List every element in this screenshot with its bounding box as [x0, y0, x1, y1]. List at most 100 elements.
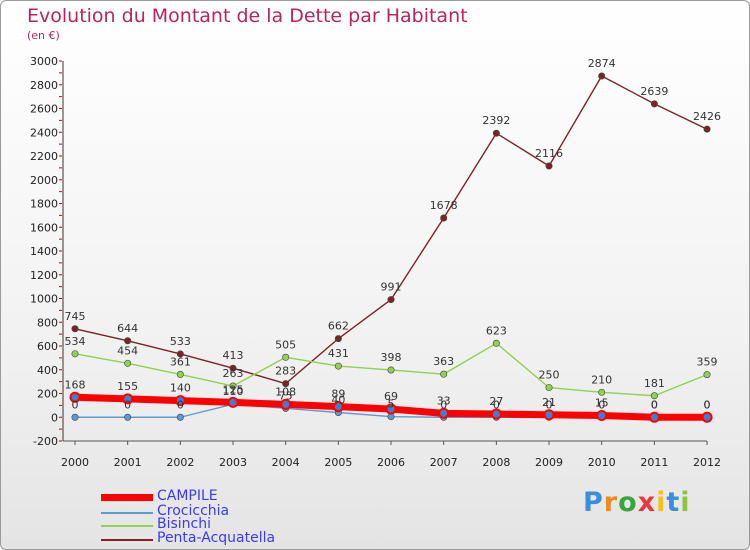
data-point-penta-acquatella — [176, 350, 184, 358]
y-tick-label: 2000 — [30, 174, 58, 187]
data-label-crocicchia: 0 — [546, 398, 553, 411]
data-point-campile — [648, 411, 660, 423]
x-tick-label: 2003 — [219, 456, 247, 469]
data-point-campile — [280, 398, 292, 410]
data-label-bisinchi: 623 — [486, 324, 507, 337]
data-label-penta-acquatella: 745 — [65, 310, 86, 323]
data-point-penta-acquatella — [334, 335, 342, 343]
data-label-penta-acquatella: 1678 — [430, 199, 458, 212]
data-point-crocicchia — [124, 413, 132, 421]
y-tick-label: 2400 — [30, 126, 58, 139]
data-label-campile: 27 — [489, 395, 503, 408]
legend-swatch-bisinchi — [101, 525, 153, 527]
data-point-bisinchi — [176, 370, 184, 378]
data-point-penta-acquatella — [387, 296, 395, 304]
data-point-penta-acquatella — [545, 162, 553, 170]
data-label-penta-acquatella: 2426 — [693, 110, 721, 123]
data-label-campile: 125 — [223, 383, 244, 396]
logo-letter: i — [680, 487, 691, 518]
data-point-campile — [438, 407, 450, 419]
data-point-campile — [332, 401, 344, 413]
data-label-campile: 21 — [542, 396, 556, 409]
legend-label-penta-acquatella: Penta-Acquatella — [157, 530, 276, 546]
y-tick-label: 1200 — [30, 269, 58, 282]
logo-letter: P — [583, 487, 604, 518]
y-tick-label: 0 — [51, 411, 58, 424]
data-point-bisinchi — [703, 371, 711, 379]
x-tick-label: 2006 — [377, 456, 405, 469]
data-label-bisinchi: 361 — [170, 355, 191, 368]
x-tick-label: 2002 — [166, 456, 194, 469]
data-label-crocicchia: 0 — [598, 398, 605, 411]
y-tick-label: 1600 — [30, 221, 58, 234]
data-label-crocicchia: 0 — [124, 398, 131, 411]
data-label-campile: 140 — [170, 382, 191, 395]
x-tick-label: 2005 — [324, 456, 352, 469]
data-point-campile — [174, 395, 186, 407]
data-point-penta-acquatella — [492, 129, 500, 137]
data-point-penta-acquatella — [703, 125, 711, 133]
data-point-bisinchi — [492, 339, 500, 347]
data-label-penta-acquatella: 2874 — [588, 57, 616, 70]
x-tick-label: 2011 — [640, 456, 668, 469]
data-point-penta-acquatella — [650, 100, 658, 108]
x-tick-label: 2010 — [588, 456, 616, 469]
data-label-bisinchi: 210 — [591, 373, 612, 386]
legend-swatch-crocicchia — [101, 512, 153, 514]
data-label-penta-acquatella: 991 — [381, 281, 402, 294]
x-tick-label: 2012 — [693, 456, 721, 469]
data-label-crocicchia: 0 — [651, 398, 658, 411]
logo-letter: t — [666, 487, 681, 518]
y-tick-label: 2200 — [30, 150, 58, 163]
data-label-penta-acquatella: 2639 — [640, 85, 668, 98]
y-tick-label: 1000 — [30, 293, 58, 306]
data-label-crocicchia: 0 — [704, 398, 711, 411]
x-tick-label: 2000 — [61, 456, 89, 469]
data-label-bisinchi: 363 — [433, 355, 454, 368]
y-tick-label: 2600 — [30, 103, 58, 116]
data-point-campile — [69, 391, 81, 403]
data-point-crocicchia — [71, 413, 79, 421]
data-point-bisinchi — [334, 362, 342, 370]
data-point-campile — [543, 409, 555, 421]
data-label-crocicchia: 0 — [72, 398, 79, 411]
data-point-bisinchi — [650, 392, 658, 400]
y-tick-label: 2800 — [30, 79, 58, 92]
data-label-bisinchi: 250 — [539, 369, 560, 382]
y-tick-label: 600 — [37, 340, 58, 353]
logo-letter: i — [656, 487, 667, 518]
data-label-penta-acquatella: 662 — [328, 320, 349, 333]
y-tick-label: 1400 — [30, 245, 58, 258]
y-tick-label: 1800 — [30, 198, 58, 211]
data-point-penta-acquatella — [598, 72, 606, 80]
data-label-campile: 155 — [117, 380, 138, 393]
data-label-campile: 33 — [437, 394, 451, 407]
data-label-crocicchia: 40 — [331, 394, 345, 407]
data-point-campile — [596, 409, 608, 421]
data-point-bisinchi — [71, 350, 79, 358]
data-label-crocicchia: 5 — [388, 398, 395, 411]
data-label-penta-acquatella: 2116 — [535, 147, 563, 160]
y-tick-label: 200 — [37, 388, 58, 401]
data-point-campile — [701, 411, 713, 423]
data-label-penta-acquatella: 2392 — [482, 114, 510, 127]
data-point-bisinchi — [124, 359, 132, 367]
data-point-crocicchia — [176, 413, 184, 421]
x-tick-label: 2004 — [272, 456, 300, 469]
data-point-bisinchi — [598, 388, 606, 396]
data-point-bisinchi — [229, 382, 237, 390]
data-label-crocicchia: 75 — [279, 389, 293, 402]
data-label-campile: 89 — [331, 388, 345, 401]
y-tick-label: -200 — [33, 435, 58, 448]
data-label-campile: 168 — [65, 378, 86, 391]
data-point-bisinchi — [545, 384, 553, 392]
data-label-bisinchi: 454 — [117, 344, 138, 357]
y-tick-label: 400 — [37, 364, 58, 377]
data-label-crocicchia: 0 — [440, 398, 447, 411]
legend-swatch-penta-acquatella — [101, 539, 153, 541]
logo-letter: x — [637, 487, 657, 518]
proxiti-logo: Proxiti — [583, 487, 691, 518]
data-label-bisinchi: 505 — [275, 338, 296, 351]
data-point-penta-acquatella — [229, 364, 237, 372]
